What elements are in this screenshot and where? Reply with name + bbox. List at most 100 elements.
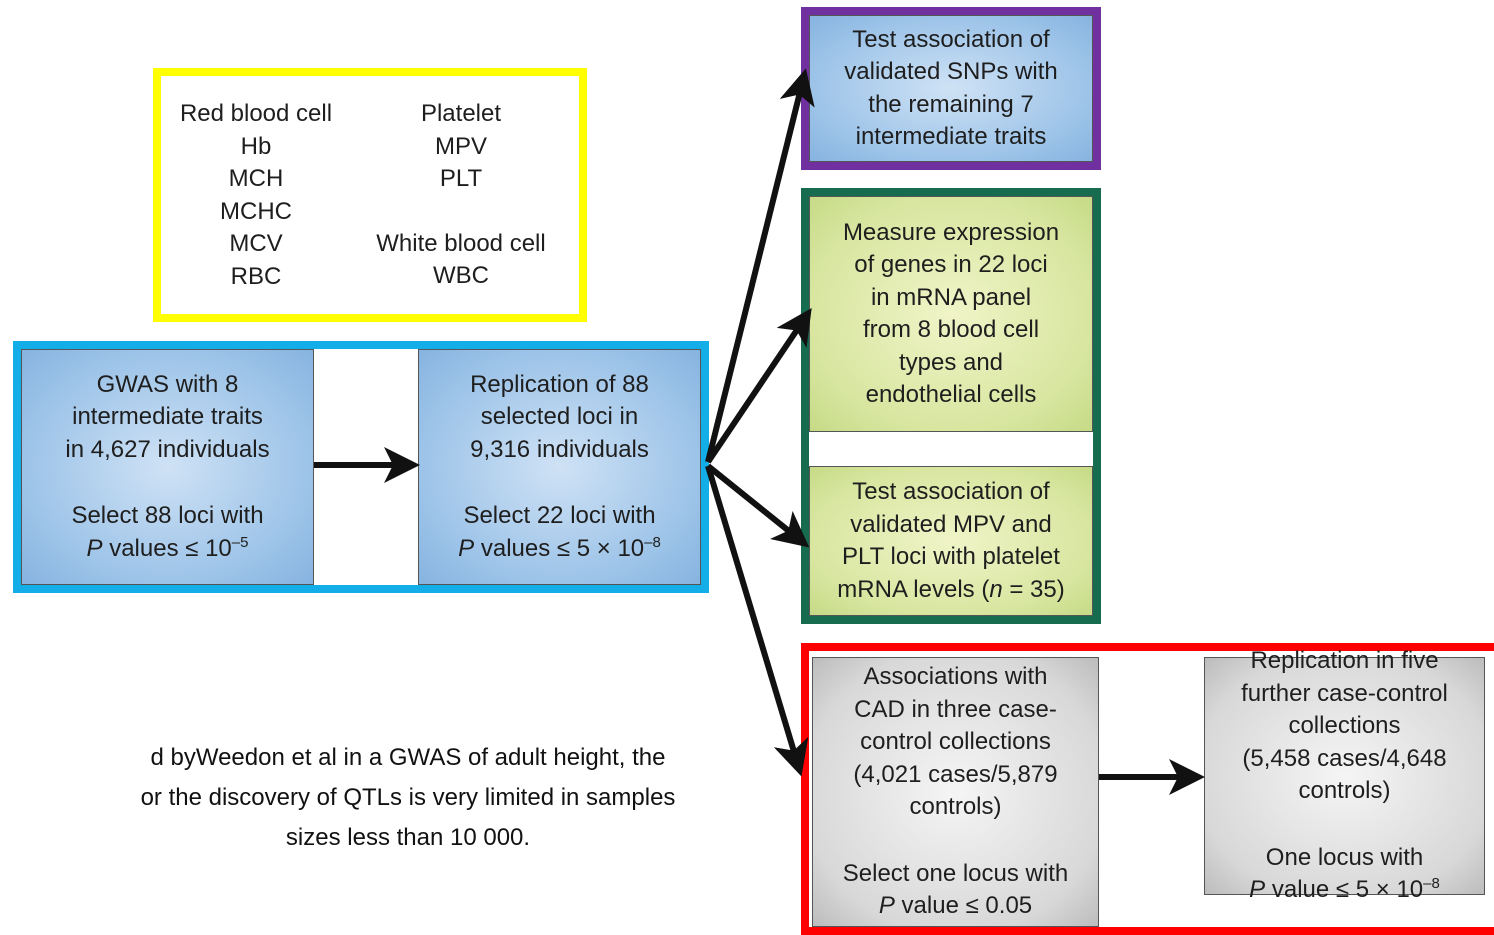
cad-box: Associations with CAD in three case-contr… [812, 657, 1099, 927]
expression-box: Measure expression of genes in 22 loci in … [809, 196, 1093, 432]
text-line: P values ≤ 10–5 [71, 533, 263, 566]
text-line: intermediate traits [72, 403, 263, 431]
text-line: Measure expression [842, 218, 1060, 246]
text-line: in 4,627 individuals [65, 435, 270, 463]
exponent: –5 [231, 533, 249, 551]
paragraph: Select one locus with P value ≤ 0.05 [843, 858, 1068, 923]
text-line: further case-control [1241, 679, 1448, 707]
text-line: (4,021 cases/5,879 [853, 760, 1058, 788]
text-line: control collections [860, 728, 1051, 756]
caption-line: or the discovery of QTLs is very limited… [140, 784, 676, 811]
text-line: GWAS with 8 [96, 370, 239, 398]
text-line: mRNA levels (n = 35) [837, 574, 1064, 607]
platelet-box: Test association of validated MPV and PLT … [809, 466, 1093, 616]
text-line: endothelial cells [865, 381, 1037, 408]
italic-symbol: P [878, 892, 895, 920]
trait-item: WBC [433, 262, 489, 289]
text-line: P value ≤ 5 × 10–8 [1249, 874, 1440, 907]
gwas-frame [13, 341, 709, 593]
text-line: validated MPV and [850, 510, 1052, 538]
text-line: selected loci in [480, 403, 639, 431]
text-line: from 8 blood cell [862, 316, 1040, 343]
paragraph: Select 22 loci with P values ≤ 5 × 10–8 [458, 500, 661, 565]
trait-item: MCV [229, 230, 283, 257]
text-line: CAD in three case- [854, 695, 1057, 723]
text-line: controls) [909, 793, 1002, 821]
text-line: controls) [1298, 777, 1391, 805]
text-part: values ≤ 10 [102, 534, 232, 562]
arrow [705, 465, 809, 777]
exponent: –8 [644, 533, 661, 551]
trait-item: MCHC [220, 197, 292, 225]
traits-left: Red blood cell Hb MCH MCHC MCV RBC [161, 98, 351, 293]
traits-box: Red blood cell Hb MCH MCHC MCV RBC Platelet MP… [153, 68, 587, 322]
trait-item: MCH [228, 165, 284, 192]
text-line: Test association of [852, 25, 1050, 53]
text-line: Select 88 loci with [71, 502, 264, 530]
text-line: (5,458 cases/4,648 [1242, 744, 1447, 772]
italic-symbol: P [1249, 876, 1266, 904]
text-line: intermediate traits [855, 123, 1047, 150]
paragraph: GWAS with 8 intermediate traits in 4,627 i… [65, 369, 269, 467]
trait-item: PLT [439, 165, 483, 192]
gwas-box: GWAS with 8 intermediate traits in 4,627 i… [21, 349, 314, 585]
text-line: Associations with [863, 663, 1048, 691]
paragraph: Associations with CAD in three case-contr… [853, 661, 1057, 824]
trait-group: White blood cell WBC [351, 228, 571, 293]
text-line: validated SNPs with [844, 58, 1058, 85]
paragraph: Replication in five further case-control c… [1241, 645, 1448, 808]
text-line: PLT loci with platelet [842, 543, 1060, 570]
cad-replication-box: Replication in five further case-control c… [1204, 647, 1485, 903]
italic-symbol: n [989, 575, 1003, 603]
text-line: of genes in 22 loci [854, 251, 1048, 278]
text-line: Select one locus with [842, 859, 1069, 887]
trait-heading: Platelet [420, 100, 502, 127]
traits-right: Platelet MPV PLT White blood cell WBC [351, 98, 571, 293]
caption: d byWeedon et al in a GWAS of adult heig… [0, 738, 828, 858]
text-line: Replication of 88 [470, 370, 649, 398]
paragraph: One locus with P value ≤ 5 × 10–8 [1249, 842, 1440, 907]
paragraph: Test association of validated MPV and PLT … [837, 476, 1064, 606]
italic-symbol: P [86, 534, 103, 562]
trait-item: Hb [240, 132, 272, 160]
text-line: collections [1288, 712, 1401, 740]
paragraph: Test association of validated SNPs with th… [844, 24, 1057, 154]
arrow [705, 68, 815, 463]
trait-group: Red blood cell Hb MCH MCHC MCV RBC [161, 98, 351, 293]
text-line: Select 22 loci with [463, 502, 656, 530]
text-line: Test association of [852, 478, 1050, 505]
trait-item: MPV [434, 132, 487, 160]
text-line: One locus with [1265, 843, 1424, 871]
text-part: values ≤ 5 × 10 [474, 534, 645, 562]
text-part: mRNA levels ( [837, 575, 990, 603]
text-part: value ≤ 5 × 10 [1265, 876, 1424, 904]
paragraph: Replication of 88 selected loci in 9,316 i… [470, 369, 649, 467]
trait-heading: Red blood cell [179, 100, 333, 127]
test-snps-box: Test association of validated SNPs with th… [809, 15, 1093, 162]
text-part: = 35) [1002, 575, 1065, 603]
text-line: 9,316 individuals [470, 435, 649, 463]
caption-line: sizes less than 10 000. [285, 824, 531, 851]
text-line: Replication in five [1250, 647, 1439, 675]
italic-symbol: P [458, 534, 475, 562]
text-line: P value ≤ 0.05 [843, 890, 1068, 923]
text-line: types and [898, 348, 1004, 376]
trait-item: RBC [230, 262, 282, 290]
arrow [706, 463, 810, 548]
text-line: in mRNA panel [870, 283, 1032, 311]
text-part: value ≤ 0.05 [894, 892, 1033, 920]
cad-frame [801, 643, 1494, 935]
text-line: P values ≤ 5 × 10–8 [458, 533, 661, 566]
paragraph: Select 88 loci with P values ≤ 10–5 [71, 500, 263, 565]
text-line: the remaining 7 [868, 90, 1034, 118]
replication-box: Replication of 88 selected loci in 9,316 i… [418, 349, 701, 585]
expression-frame [801, 188, 1101, 624]
paragraph: Measure expression of genes in 22 loci in … [843, 217, 1059, 412]
trait-group: Platelet MPV PLT [351, 98, 571, 196]
arrow-group [314, 68, 1205, 795]
exponent: –8 [1423, 875, 1440, 893]
trait-heading: White blood cell [376, 229, 546, 257]
arrow [705, 308, 812, 464]
